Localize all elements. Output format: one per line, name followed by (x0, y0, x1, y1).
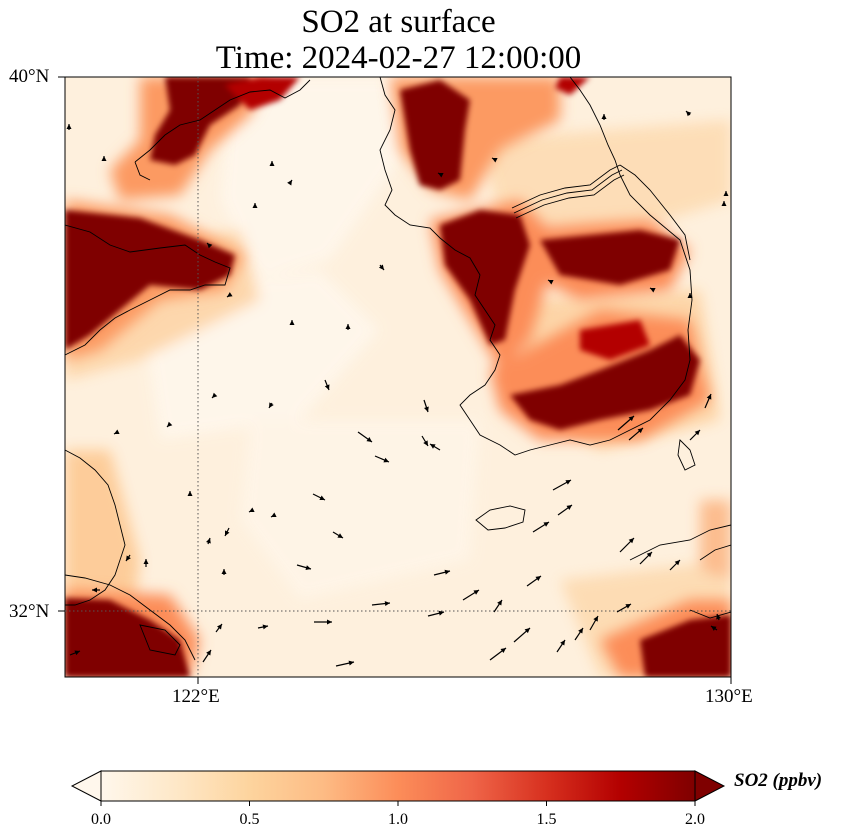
wind-vector-head (324, 384, 330, 390)
colorbar-min-extend (70, 770, 102, 802)
wind-vector-head (126, 555, 131, 561)
wind-vector-head (548, 280, 554, 285)
wind-vector-head (212, 392, 218, 398)
wind-vector-head (578, 628, 583, 634)
colorbar-tick-label: 0.5 (239, 811, 260, 828)
wind-vector-head (438, 173, 444, 178)
wind-vector-head (225, 530, 230, 536)
wind-vector-head (271, 512, 277, 517)
wind-vector-head (227, 292, 233, 297)
wind-vector-head (384, 601, 390, 607)
wind-vector-head (114, 429, 120, 434)
wind-vector-head (706, 394, 712, 400)
wind-vector-head (423, 440, 428, 446)
wind-vector-head (207, 243, 213, 249)
wind-vector-head (345, 324, 351, 329)
wind-vector-head (206, 650, 211, 656)
wind-vector-head (686, 111, 692, 117)
wind-vector-head (601, 114, 607, 119)
lat-label-32n: 32°N (9, 601, 50, 622)
wind-vector-head (289, 320, 295, 325)
wind-vector-head (650, 288, 656, 293)
lon-label-122e: 122°E (172, 686, 220, 707)
wind-vector-head (217, 624, 222, 630)
wind-vector-head (497, 600, 502, 606)
colorbar-label: SO2 (ppbv) (734, 770, 823, 791)
wind-vector-head (438, 610, 444, 616)
wind-vector-head (366, 437, 372, 442)
wind-vector-head (711, 626, 717, 631)
wind-vector-head (500, 648, 506, 653)
wind-vector-head (143, 559, 149, 564)
wind-vector-head (694, 430, 700, 436)
wind-vector-head (319, 495, 325, 500)
wind-vector-head (674, 560, 680, 566)
wind-vector-head (92, 587, 97, 593)
wind-vector-head (262, 624, 268, 630)
wind-vector-head (430, 444, 436, 449)
wind-vectors (66, 110, 729, 667)
wind-vector-head (66, 124, 72, 129)
wind-vector-head (687, 293, 693, 298)
wind-vector-head (249, 507, 255, 512)
lon-label-130e: 130°E (705, 686, 753, 707)
lat-label-40n: 40°N (9, 66, 50, 87)
map-frame (64, 76, 732, 678)
wind-vector-head (305, 565, 311, 571)
wind-vector-head (628, 416, 634, 422)
map-title: SO2 at surface (301, 4, 496, 40)
wind-vector-head (74, 650, 80, 656)
wind-vector-head (206, 538, 211, 544)
wind-vector-head (646, 552, 652, 558)
wind-vector-head (348, 660, 354, 666)
colorbar-tick-label: 0.0 (91, 811, 111, 828)
colorbar-tick-label: 1.0 (388, 811, 408, 828)
wind-vector-head (287, 180, 292, 186)
wind-vector-head (535, 576, 541, 581)
wind-vector-head (187, 491, 193, 496)
wind-vector-head (492, 158, 498, 163)
wind-vector-head (721, 201, 727, 206)
wind-vector-head (524, 628, 530, 634)
colorbar (70, 770, 726, 806)
colorbar-tick-label: 2.0 (685, 811, 705, 828)
wind-vector-head (167, 421, 173, 427)
wind-vector-head (383, 457, 389, 463)
wind-vector-head (444, 569, 450, 575)
wind-vector-head (565, 480, 571, 485)
wind-vector-head (716, 614, 721, 620)
wind-vector-head (337, 533, 343, 538)
wind-vector-head (723, 191, 729, 196)
so2-field (65, 77, 731, 677)
wind-vector-head (101, 156, 107, 161)
wind-vector-head (625, 604, 631, 609)
wind-vector-head (221, 569, 227, 574)
wind-vector-head (473, 590, 479, 595)
map-subtitle-time: Time: 2024-02-27 12:00:00 (215, 40, 582, 76)
wind-vector-head (269, 161, 275, 166)
wind-vector-head (252, 203, 258, 208)
wind-vector-head (566, 505, 572, 510)
wind-vector-head (543, 522, 549, 527)
coastlines (65, 77, 731, 661)
wind-vector-head (628, 538, 634, 544)
wind-vector-head (424, 406, 429, 412)
wind-vector-head (269, 402, 274, 408)
wind-vector-head (560, 640, 565, 646)
colorbar-tick-label: 1.5 (536, 811, 557, 828)
axis-ticks (58, 76, 732, 684)
wind-vector-head (378, 264, 384, 270)
wind-vector-head (637, 428, 643, 434)
wind-vector-head (327, 619, 332, 625)
wind-vector-head (593, 616, 598, 622)
colorbar-max-extend (694, 770, 726, 802)
